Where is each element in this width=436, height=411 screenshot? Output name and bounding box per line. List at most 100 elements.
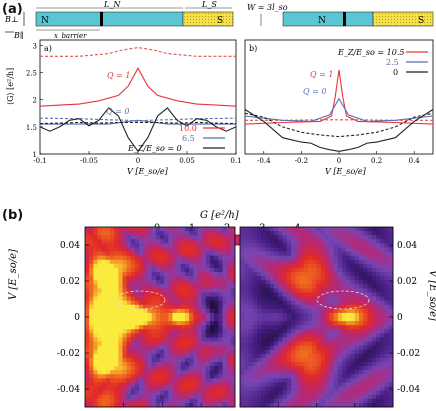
heatmap-cell [151,353,157,359]
heatmap-cell [122,357,128,363]
heatmap-cell [222,247,228,252]
heatmap-cell [176,337,182,342]
heatmap-cell [135,366,140,371]
heatmap-cell [371,235,377,240]
heatmap-cell [230,394,236,400]
heatmap-cell [286,370,292,375]
heatmap-cell [329,402,334,408]
heatmap-cell [282,251,288,257]
heatmap-cell [388,378,394,383]
heatmap-cell [139,337,144,342]
heatmap-cell [265,280,271,285]
heatmap-cell [384,280,390,285]
heatmap-cell [122,333,128,338]
heatmap-cell [350,386,356,392]
heatmap-cell [172,284,178,289]
heatmap-cell [337,333,343,338]
heatmap-cell [197,239,203,244]
heatmap-cell [122,251,128,257]
heatmap-cell [139,370,144,375]
heatmap-cell [226,284,232,289]
heatmap-cell [85,366,90,371]
heatmap-cell [160,325,165,330]
heatmap-cell [143,353,148,359]
heatmap-cell [257,259,262,265]
heatmap-cell [380,398,385,404]
heatmap-cell [214,259,219,265]
heatmap-cell [354,267,360,273]
heatmap-cell [295,345,300,351]
heatmap-cell [118,345,123,351]
heatmap-cell [218,284,223,289]
heatmap-cell [93,312,98,318]
heatmap-cell [316,255,322,261]
heatmap-cell [110,329,115,334]
heatmap-cell [151,272,157,277]
heatmap-cell [384,292,390,297]
heatmap-cell [312,243,317,248]
heatmap-cell [226,308,232,314]
heatmap-cell [363,394,368,400]
heatmap-cell [371,288,377,293]
heatmap-cell [160,312,165,318]
heatmap-cell [176,366,182,371]
heatmap-cell [93,292,98,297]
heatmap-cell [342,251,347,257]
heatmap-cell [337,337,343,342]
heatmap-cell [282,382,288,387]
heatmap-cell [130,362,136,367]
heatmap-cell [359,390,364,396]
heatmap-cell [316,247,322,252]
heatmap-cell [160,333,165,338]
heatmap-cell [226,398,232,404]
heatmap-cell [176,390,182,396]
heatmap-cell [176,349,182,355]
heatmap-cell [143,263,148,269]
heatmap-cell [222,402,228,408]
heatmap-cell [282,325,288,330]
heatmap-cell [89,374,94,379]
heatmap-cell [376,272,381,277]
heatmap-cell [222,263,228,269]
heatmap-cell [139,374,144,379]
heatmap-cell [282,345,288,351]
heatmap-cell [97,247,103,252]
heatmap-cell [248,353,254,359]
heatmap-cell [291,259,296,265]
heatmap-cell [316,382,322,387]
heatmap-cell [384,300,390,306]
heatmap-cell [295,304,300,310]
heatmap-cell [291,357,296,363]
heatmap-cell [312,304,317,310]
heatmap-cell [384,317,390,322]
heatmap-cell [320,366,326,371]
heatmap-cell [114,362,119,367]
heatmap-cell [269,239,275,244]
heatmap-cell [226,329,232,334]
heatmap-cell [126,386,132,392]
heatmap-cell [118,292,123,297]
heatmap-cell [93,227,98,232]
heatmap-cell [376,312,381,318]
heatmap-cell [151,227,157,232]
heatmap-cell [265,292,271,297]
heatmap-cell [164,333,169,338]
heatmap-cell [299,333,305,338]
heatmap-cell [114,386,119,392]
heatmap-cell [286,341,292,347]
heatmap-cell [176,272,182,277]
heatmap-cell [320,227,326,232]
heatmap-cell [218,296,223,302]
heatmap-cell [147,378,153,383]
heatmap-cell [278,357,283,363]
heatmap-cell [226,280,232,285]
heatmap-cell [354,300,360,306]
heatmap-cell [168,325,173,330]
heatmap-cell [337,259,343,265]
heatmap-cell [376,353,381,359]
heatmap-cell [185,325,190,330]
heatmap-cell [85,321,90,326]
heatmap-cell [172,394,178,400]
heatmap-cell [282,374,288,379]
heatmap-cell [89,353,94,359]
